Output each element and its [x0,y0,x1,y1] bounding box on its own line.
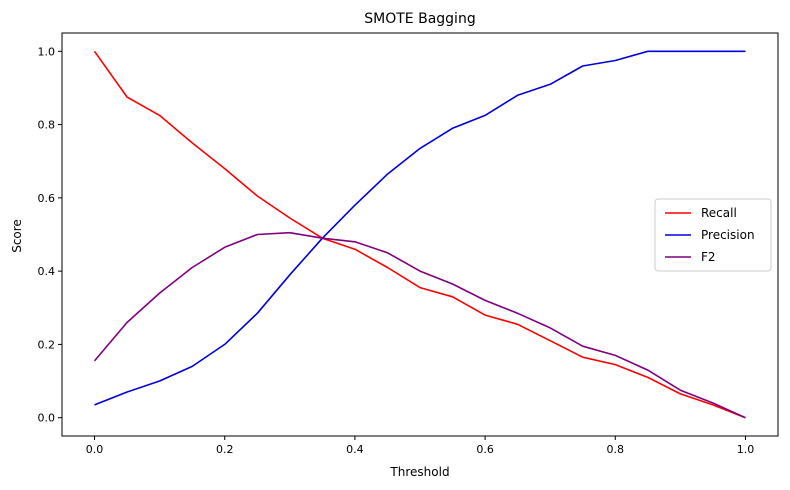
x-axis: 0.0 0.2 0.4 0.6 0.8 1.0 [86,436,754,456]
y-axis: 0.0 0.2 0.4 0.6 0.8 1.0 [38,45,62,425]
x-axis-label: Threshold [389,465,449,479]
x-tick-label: 0.0 [86,443,104,456]
plot-frame [61,32,779,437]
y-tick-label: 0.2 [38,338,56,351]
series-line-recall [93,50,746,419]
x-tick-label: 1.0 [737,443,755,456]
legend-entry: Precision [701,228,755,242]
legend: Recall Precision F2 [654,198,772,272]
y-tick-label: 0.8 [38,119,56,132]
y-tick-label: 0.0 [38,412,56,425]
y-tick-label: 0.6 [38,192,56,205]
x-tick-label: 0.8 [607,443,625,456]
y-tick-label: 1.0 [38,45,56,58]
series-line-precision [94,50,746,406]
y-axis-label: Score [10,219,24,253]
legend-entry: F2 [701,250,716,264]
series-line-f2 [93,231,746,419]
series-layer [93,50,746,419]
legend-entry: Recall [701,206,737,220]
x-tick-label: 0.2 [216,443,234,456]
x-tick-label: 0.4 [346,443,364,456]
x-tick-label: 0.6 [476,443,494,456]
legend-box [654,198,772,272]
chart-title: SMOTE Bagging [364,11,475,27]
y-tick-label: 0.4 [38,265,56,278]
